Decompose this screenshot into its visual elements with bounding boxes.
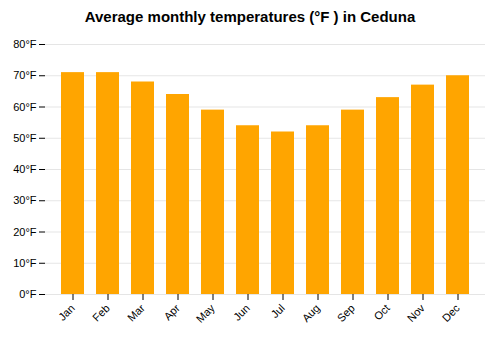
svg-text:80°F: 80°F <box>13 38 37 50</box>
svg-text:50°F: 50°F <box>13 132 37 144</box>
svg-text:Nov: Nov <box>405 301 428 324</box>
svg-text:Jul: Jul <box>268 302 286 320</box>
svg-text:Apr: Apr <box>161 302 182 323</box>
html-text:Average monthly temperatures (: Average monthly temperatures (°F ) in Ce… <box>84 8 416 25</box>
svg-text:60°F: 60°F <box>13 101 37 113</box>
svg-text:Oct: Oct <box>371 302 392 323</box>
svg-text:Aug: Aug <box>300 302 322 324</box>
svg-text:70°F: 70°F <box>13 69 37 81</box>
svg-text:Feb: Feb <box>90 302 112 324</box>
svg-text:20°F: 20°F <box>13 226 37 238</box>
svg-text:40°F: 40°F <box>13 163 37 175</box>
svg-text:May: May <box>194 301 218 325</box>
svg-text:30°F: 30°F <box>13 194 37 206</box>
svg-text:Mar: Mar <box>125 302 147 324</box>
svg-text:Sep: Sep <box>335 302 357 324</box>
svg-text:Jun: Jun <box>231 302 252 323</box>
svg-text:Dec: Dec <box>440 301 463 324</box>
svg-text:0°F: 0°F <box>19 288 37 300</box>
svg-text:10°F: 10°F <box>13 257 37 269</box>
svg-text:Jan: Jan <box>56 302 77 323</box>
